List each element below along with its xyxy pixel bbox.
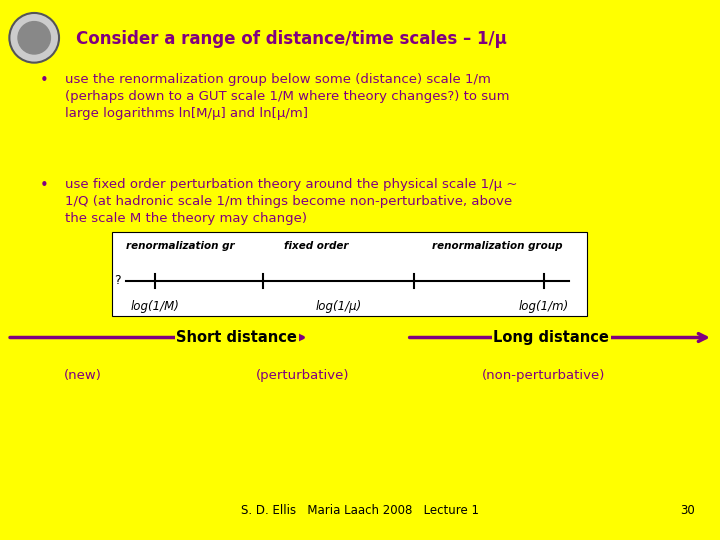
Text: •: •	[40, 73, 48, 88]
Text: •: •	[40, 178, 48, 193]
Text: (non-perturbative): (non-perturbative)	[482, 369, 606, 382]
Text: use fixed order perturbation theory around the physical scale 1/μ ~
1/Q (at hadr: use fixed order perturbation theory arou…	[65, 178, 517, 225]
Text: renormalization group: renormalization group	[432, 241, 562, 251]
FancyBboxPatch shape	[112, 232, 587, 316]
Text: 30: 30	[680, 504, 695, 517]
Text: fixed order: fixed order	[284, 241, 349, 251]
Text: log(1/M): log(1/M)	[130, 300, 179, 313]
Text: S. D. Ellis   Maria Laach 2008   Lecture 1: S. D. Ellis Maria Laach 2008 Lecture 1	[241, 504, 479, 517]
Circle shape	[9, 13, 59, 63]
Text: Short distance: Short distance	[176, 330, 297, 345]
Text: (perturbative): (perturbative)	[256, 369, 349, 382]
Text: log(1/μ): log(1/μ)	[315, 300, 361, 313]
Circle shape	[18, 22, 50, 54]
Text: (new): (new)	[64, 369, 102, 382]
Text: log(1/m): log(1/m)	[518, 300, 569, 313]
Text: Long distance: Long distance	[493, 330, 609, 345]
Text: use the renormalization group below some (distance) scale 1/m
(perhaps down to a: use the renormalization group below some…	[65, 73, 509, 120]
Text: Consider a range of distance/time scales – 1/μ: Consider a range of distance/time scales…	[76, 30, 506, 48]
Text: renormalization gr: renormalization gr	[126, 241, 235, 251]
Text: ?: ?	[114, 274, 121, 287]
